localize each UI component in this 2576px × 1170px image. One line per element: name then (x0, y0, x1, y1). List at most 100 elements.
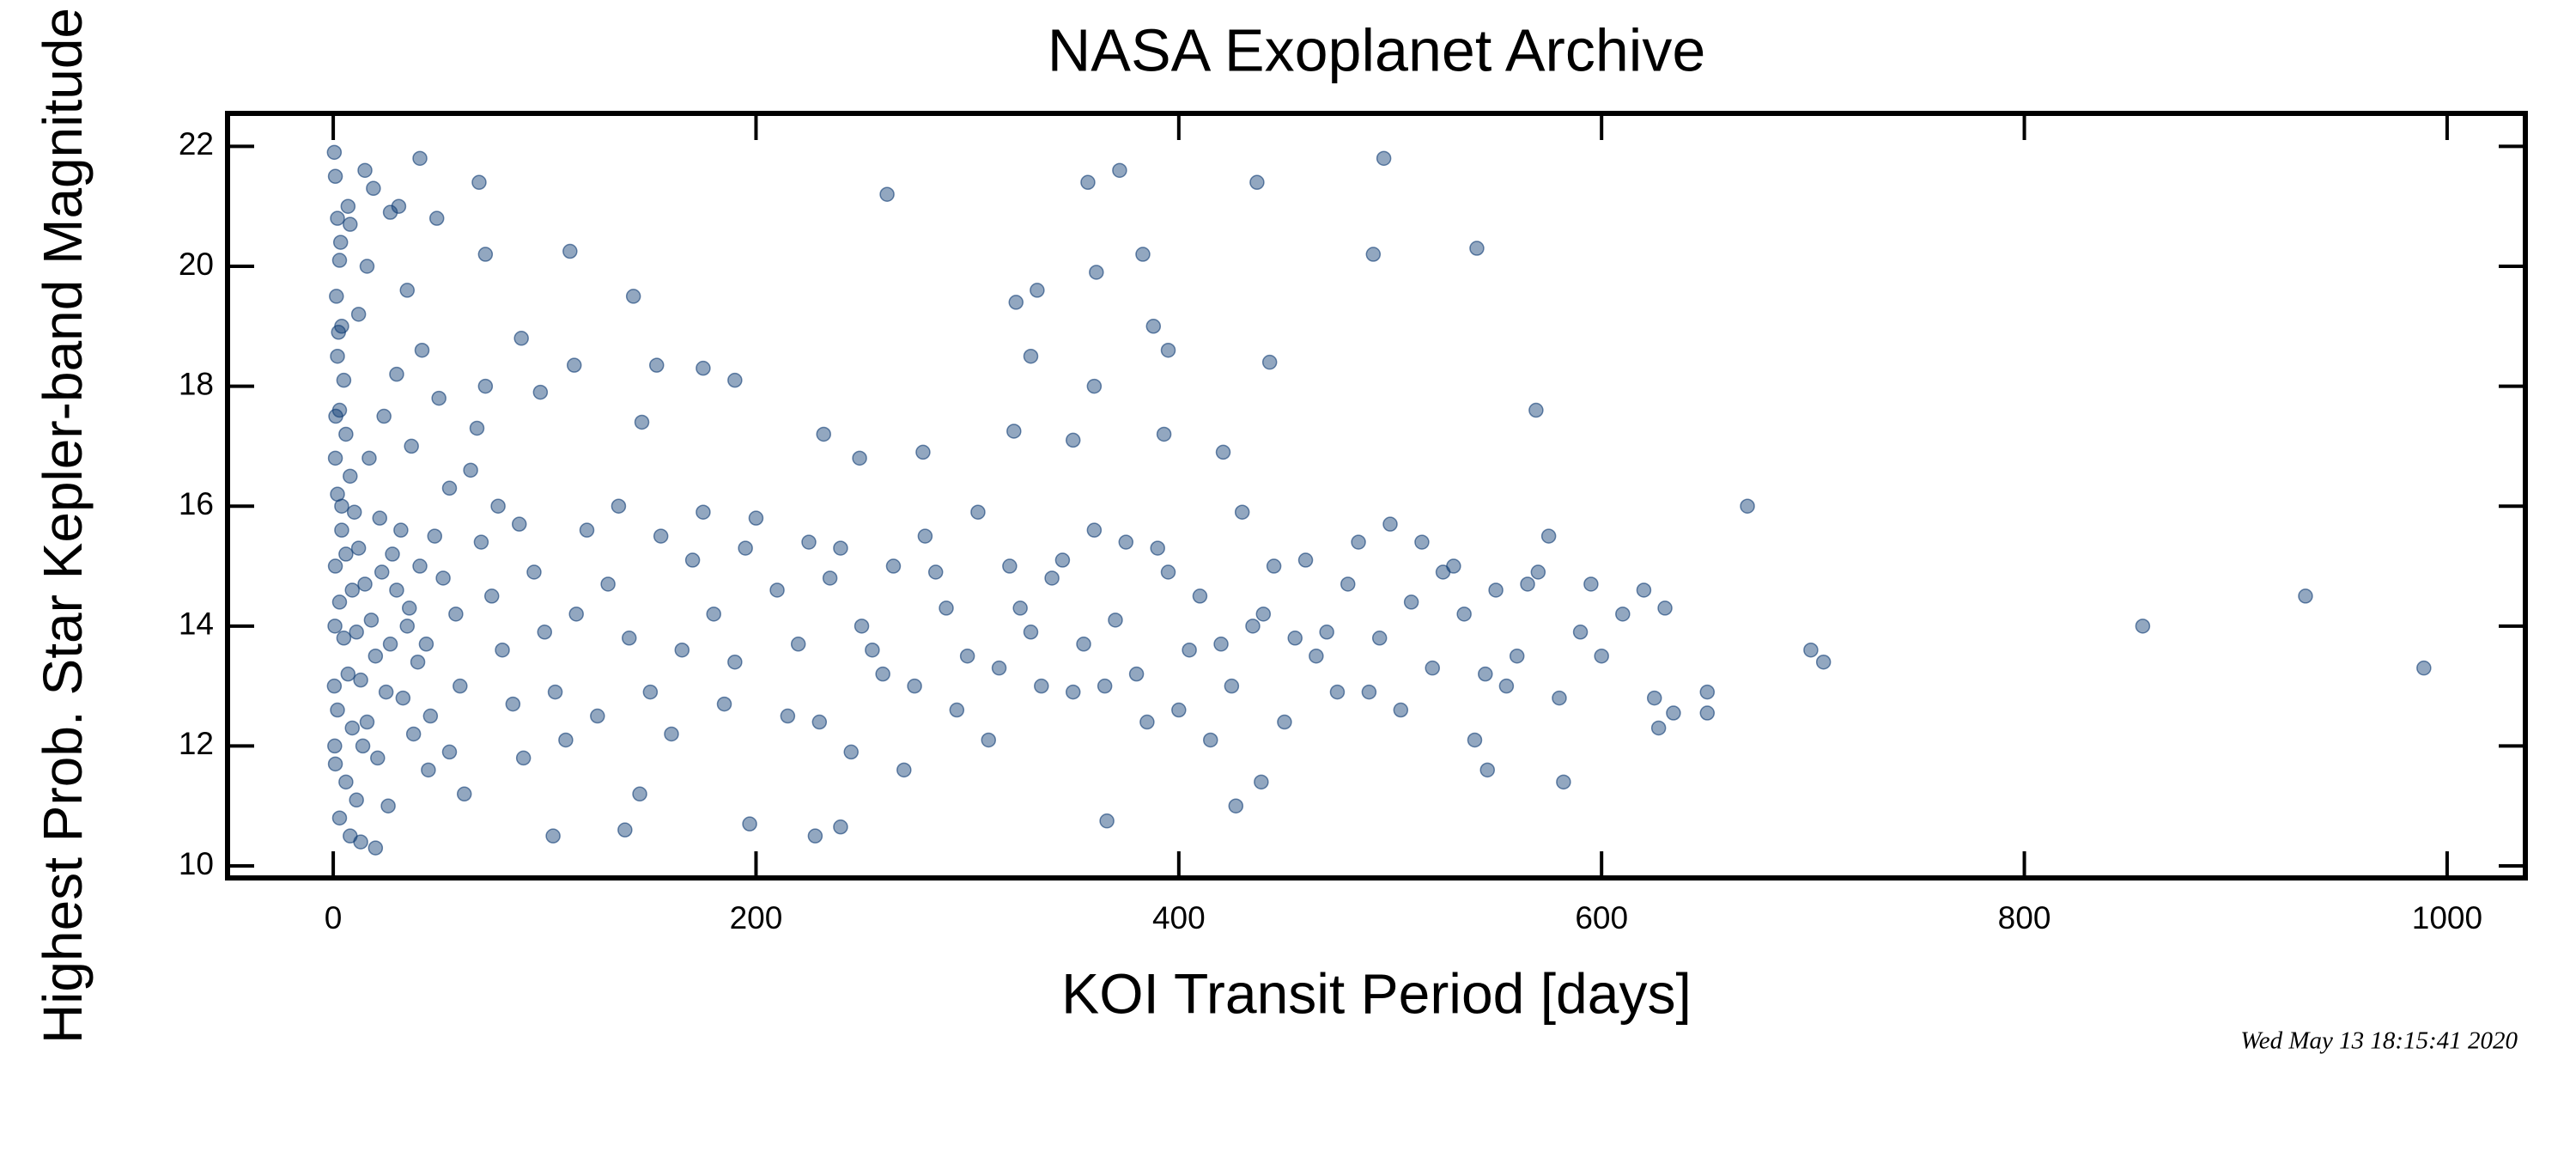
y-tick-label: 16 (179, 486, 214, 521)
data-point (382, 204, 398, 220)
data-point (600, 576, 616, 592)
data-point (1361, 684, 1377, 700)
data-point (1435, 564, 1451, 580)
data-point (537, 625, 553, 640)
data-point (331, 325, 346, 340)
x-tick-label: 400 (1152, 900, 1206, 935)
data-point (483, 588, 500, 604)
data-point (1340, 576, 1356, 592)
x-tick-label: 600 (1575, 900, 1628, 935)
data-point (326, 144, 343, 161)
data-point (1002, 558, 1018, 574)
x-axis-label: KOI Transit Period [days] (1061, 961, 1692, 1025)
data-point (1530, 564, 1546, 580)
data-point (625, 289, 641, 304)
data-point (1245, 619, 1261, 634)
data-point (336, 631, 352, 646)
data-point (1319, 625, 1334, 640)
x-tick-label: 1000 (2412, 900, 2482, 935)
data-point (385, 546, 400, 562)
data-point (1160, 564, 1176, 580)
data-point (355, 738, 371, 754)
data-point (391, 198, 407, 214)
data-point (1023, 625, 1039, 640)
data-point (1224, 678, 1240, 694)
data-point (1646, 690, 1662, 706)
chart-title: NASA Exoplanet Archive (1048, 16, 1706, 83)
data-point (418, 637, 434, 652)
data-point (1118, 534, 1134, 550)
data-point (338, 774, 354, 790)
data-point (343, 468, 358, 484)
data-point (456, 786, 472, 802)
data-point (991, 660, 1007, 676)
data-point (332, 235, 349, 250)
data-point (843, 744, 859, 760)
data-point (2135, 619, 2151, 634)
data-point (327, 738, 343, 754)
data-point (917, 528, 933, 544)
data-point (568, 606, 584, 622)
data-point (330, 702, 345, 718)
data-point (477, 378, 494, 394)
data-point (389, 366, 404, 382)
data-point (453, 678, 468, 694)
data-point (632, 786, 647, 802)
data-point (511, 516, 527, 532)
data-point (350, 307, 367, 322)
data-point (1657, 600, 1673, 616)
data-point (1255, 606, 1272, 622)
data-point (852, 450, 867, 466)
data-point (410, 654, 426, 670)
data-point (331, 253, 348, 268)
data-point (579, 522, 595, 538)
data-point (336, 372, 352, 388)
data-point (495, 642, 510, 658)
data-point (1376, 150, 1392, 167)
data-point (395, 690, 411, 706)
data-point (816, 426, 831, 442)
data-point (1382, 516, 1398, 532)
data-point (361, 450, 377, 466)
data-point (1309, 648, 1324, 664)
data-point (1365, 247, 1382, 262)
data-point (684, 552, 701, 568)
data-point (1202, 732, 1218, 748)
y-tick-label: 14 (179, 606, 214, 642)
data-point (378, 684, 394, 700)
data-point (1044, 570, 1060, 586)
data-point (331, 810, 348, 826)
data-point (1108, 612, 1123, 628)
data-point (1556, 774, 1571, 790)
data-point (1572, 625, 1589, 640)
data-point (399, 283, 416, 298)
data-point (334, 498, 349, 514)
data-point (939, 600, 954, 616)
data-point (642, 684, 659, 700)
data-point (1414, 534, 1430, 550)
data-point (1594, 648, 1609, 664)
data-point (1099, 813, 1115, 829)
data-point (368, 840, 384, 856)
data-point (376, 408, 392, 424)
data-point (1615, 606, 1631, 622)
data-point (970, 504, 986, 520)
data-point (1145, 319, 1162, 334)
data-point (1213, 637, 1229, 652)
data-point (738, 540, 753, 556)
data-point (469, 420, 485, 436)
data-point (1552, 690, 1567, 706)
data-point (822, 570, 838, 586)
data-point (327, 168, 343, 185)
data-point (526, 564, 542, 580)
data-point (1065, 684, 1081, 700)
data-point (431, 390, 447, 406)
data-point (399, 619, 416, 634)
data-point (1393, 702, 1409, 718)
data-point (349, 792, 364, 808)
data-point (1509, 648, 1525, 664)
data-point (1150, 540, 1165, 556)
data-point (674, 642, 690, 658)
data-point (907, 678, 922, 694)
